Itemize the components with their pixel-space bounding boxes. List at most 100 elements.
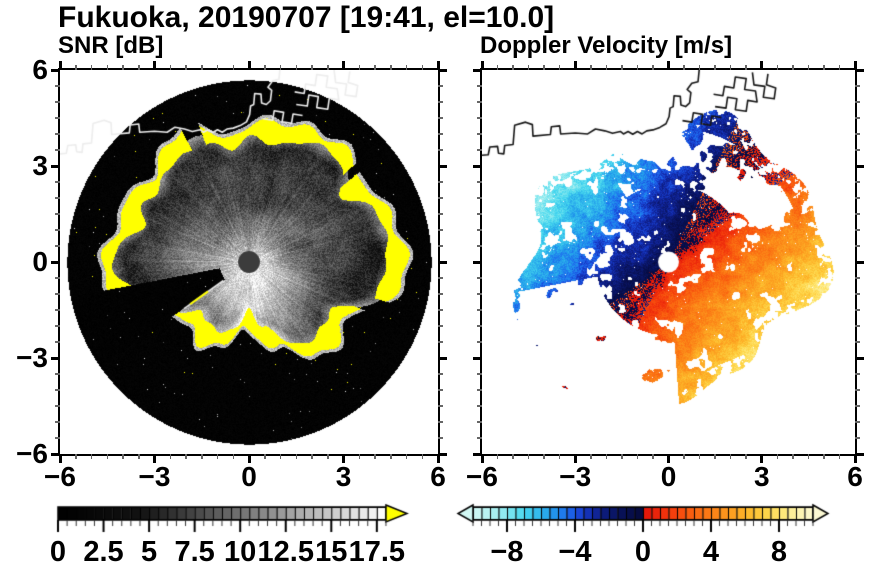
snr-plot-frame xyxy=(51,61,447,463)
axis-tick xyxy=(55,245,60,247)
doppler-colorbar-tick-label: −8 xyxy=(490,536,524,568)
axis-tick xyxy=(216,454,219,459)
axis-tick xyxy=(122,65,124,70)
axis-tick xyxy=(311,454,313,459)
axis-tick xyxy=(477,101,482,103)
axis-tick xyxy=(729,454,732,459)
axis-tick xyxy=(51,356,60,360)
axis-tick xyxy=(855,260,864,264)
axis-tick xyxy=(855,373,860,375)
snr-colorbar-tick-label: 0 xyxy=(49,536,67,568)
axis-tick xyxy=(358,454,360,459)
x-tick-label: 0 xyxy=(660,461,677,492)
axis-tick xyxy=(745,454,747,459)
axis-tick xyxy=(855,133,860,135)
axis-tick xyxy=(138,454,140,459)
axis-tick xyxy=(590,65,592,70)
axis-tick xyxy=(477,277,482,279)
axis-tick xyxy=(75,454,77,459)
axis-tick xyxy=(473,452,482,456)
axis-tick xyxy=(477,245,482,247)
axis-tick xyxy=(652,65,654,70)
axis-tick xyxy=(760,61,764,70)
axis-tick xyxy=(776,454,779,459)
axis-tick xyxy=(480,454,484,463)
axis-tick xyxy=(438,260,447,264)
snr-colorbar-tick-label: 7.5 xyxy=(174,536,215,568)
axis-tick xyxy=(342,454,345,463)
axis-tick xyxy=(855,277,860,279)
axis-tick xyxy=(652,454,654,459)
axis-tick xyxy=(55,229,60,231)
axis-tick xyxy=(55,133,60,135)
x-tick-label: −3 xyxy=(559,461,592,492)
axis-tick xyxy=(698,65,701,70)
axis-tick xyxy=(838,454,841,459)
axis-tick xyxy=(327,454,329,459)
axis-tick xyxy=(90,65,93,70)
axis-tick xyxy=(90,454,93,459)
axis-tick xyxy=(55,389,60,391)
snr-panel-title: SNR [dB] xyxy=(58,32,164,59)
axis-tick xyxy=(636,454,639,459)
figure-title: Fukuoka, 20190707 [19:41, el=10.0] xyxy=(58,1,555,34)
axis-tick xyxy=(558,65,561,70)
axis-tick xyxy=(55,117,60,119)
axis-tick xyxy=(683,65,685,70)
axis-tick xyxy=(55,85,60,87)
axis-tick xyxy=(438,197,443,199)
x-tick-label: 6 xyxy=(430,461,446,492)
axis-tick xyxy=(438,164,447,168)
axis-tick xyxy=(714,65,716,70)
axis-tick xyxy=(760,454,764,463)
doppler-colorbar-tick-label: 4 xyxy=(702,536,720,568)
axis-tick xyxy=(776,65,779,70)
axis-tick xyxy=(698,454,701,459)
axis-tick xyxy=(201,65,203,70)
axis-tick xyxy=(543,65,545,70)
axis-tick xyxy=(55,341,60,343)
axis-tick xyxy=(667,454,670,463)
snr-colorbar-tick-label: 2.5 xyxy=(83,536,124,568)
axis-tick xyxy=(477,85,482,87)
doppler-colorbar xyxy=(445,503,845,535)
axis-tick xyxy=(438,373,443,375)
axis-tick xyxy=(855,68,864,72)
axis-tick xyxy=(438,293,443,295)
x-tick-label: −6 xyxy=(466,461,498,492)
axis-tick xyxy=(473,260,482,264)
snr-colorbar-tick-label: 12.5 xyxy=(257,536,314,568)
axis-tick xyxy=(745,65,747,70)
axis-tick xyxy=(477,341,482,343)
doppler-colorbar-tick-label: 0 xyxy=(634,536,652,568)
x-tick-label: 3 xyxy=(753,461,770,492)
x-tick-label: 3 xyxy=(335,461,352,492)
axis-tick xyxy=(405,454,408,459)
axis-tick xyxy=(55,325,60,327)
axis-tick xyxy=(496,65,499,70)
axis-tick xyxy=(855,452,864,456)
doppler-colorbar-tick-label: 8 xyxy=(770,536,788,568)
axis-tick xyxy=(51,68,60,72)
y-tick-label: 6 xyxy=(32,54,48,85)
snr-colorbar-tick-label: 15 xyxy=(315,536,348,568)
axis-tick xyxy=(106,65,108,70)
axis-tick xyxy=(438,85,443,87)
axis-tick xyxy=(55,213,60,215)
axis-tick xyxy=(247,61,251,70)
axis-tick xyxy=(477,405,482,407)
axis-tick xyxy=(438,309,443,311)
axis-tick xyxy=(477,229,482,231)
axis-tick xyxy=(855,356,864,360)
axis-tick xyxy=(438,356,447,360)
axis-tick xyxy=(438,68,447,72)
axis-tick xyxy=(421,65,423,70)
axis-tick xyxy=(853,61,857,70)
x-tick-label: −3 xyxy=(138,461,171,492)
axis-tick xyxy=(683,454,685,459)
axis-tick xyxy=(496,454,499,459)
axis-tick xyxy=(855,213,860,215)
axis-tick xyxy=(405,65,408,70)
axis-tick xyxy=(477,133,482,135)
axis-tick xyxy=(55,181,60,183)
